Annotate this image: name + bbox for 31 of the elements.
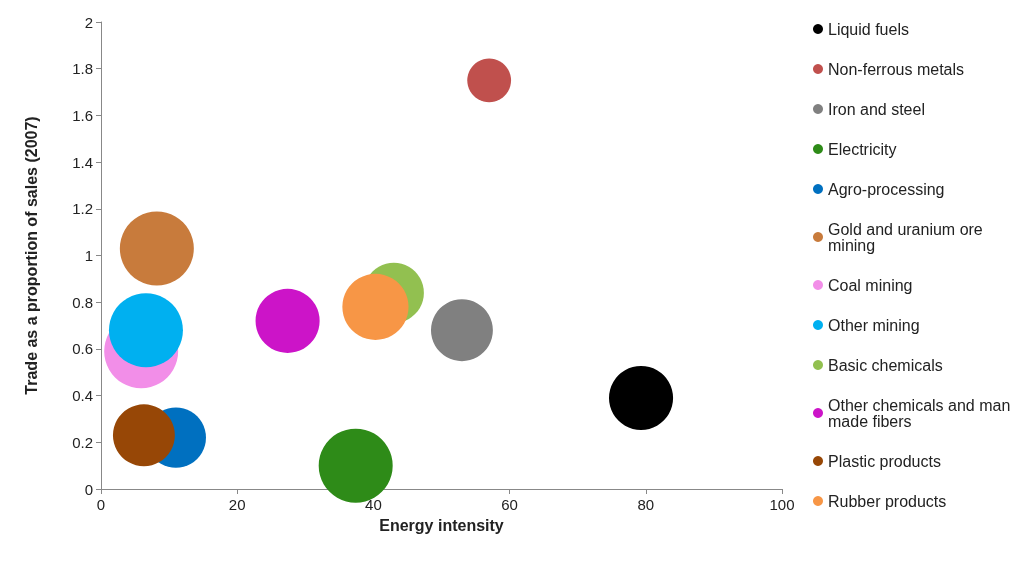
y-tick-label: 1.2	[72, 200, 93, 218]
legend-label: Plastic products	[828, 452, 941, 470]
x-tick-label: 100	[769, 496, 795, 513]
legend-label: Other chemicals and man made fibers	[828, 396, 1015, 430]
legend-label: Coal mining	[828, 276, 913, 294]
y-tick-label: 0.6	[72, 340, 93, 358]
y-tick-label: 0.2	[72, 433, 93, 451]
legend-label: Other mining	[828, 316, 920, 334]
y-tick-label: 1.8	[72, 60, 93, 78]
x-tick-label: 60	[501, 496, 518, 513]
y-tick-label: 1.6	[72, 106, 93, 124]
y-tick-label: 2	[84, 13, 93, 31]
y-tick-label: 1.4	[72, 153, 93, 171]
y-tick-label: 0.8	[72, 293, 93, 311]
legend-label: Non-ferrous metals	[828, 60, 965, 78]
y-tick-label: 0	[84, 480, 93, 498]
legend-label: Agro-processing	[828, 180, 945, 198]
x-tick-label: 80	[637, 496, 655, 513]
x-tick-label: 40	[365, 496, 382, 513]
legend-label: Electricity	[828, 140, 897, 158]
x-tick-label: 0	[96, 496, 106, 513]
legend-label: Gold and uranium ore mining	[828, 220, 988, 254]
x-axis-title: Energy intensity	[379, 516, 504, 534]
y-tick-label: 0.4	[72, 387, 93, 405]
legend-label: Rubber products	[828, 492, 947, 510]
x-tick-label: 20	[228, 496, 246, 513]
legend-label: Basic chemicals	[828, 356, 943, 374]
y-tick-label: 1	[84, 247, 93, 264]
legend-label: Liquid fuels	[828, 20, 909, 38]
legend-label: Iron and steel	[828, 100, 925, 118]
y-axis-title: Trade as a proportion of sales (2007)	[22, 116, 40, 395]
